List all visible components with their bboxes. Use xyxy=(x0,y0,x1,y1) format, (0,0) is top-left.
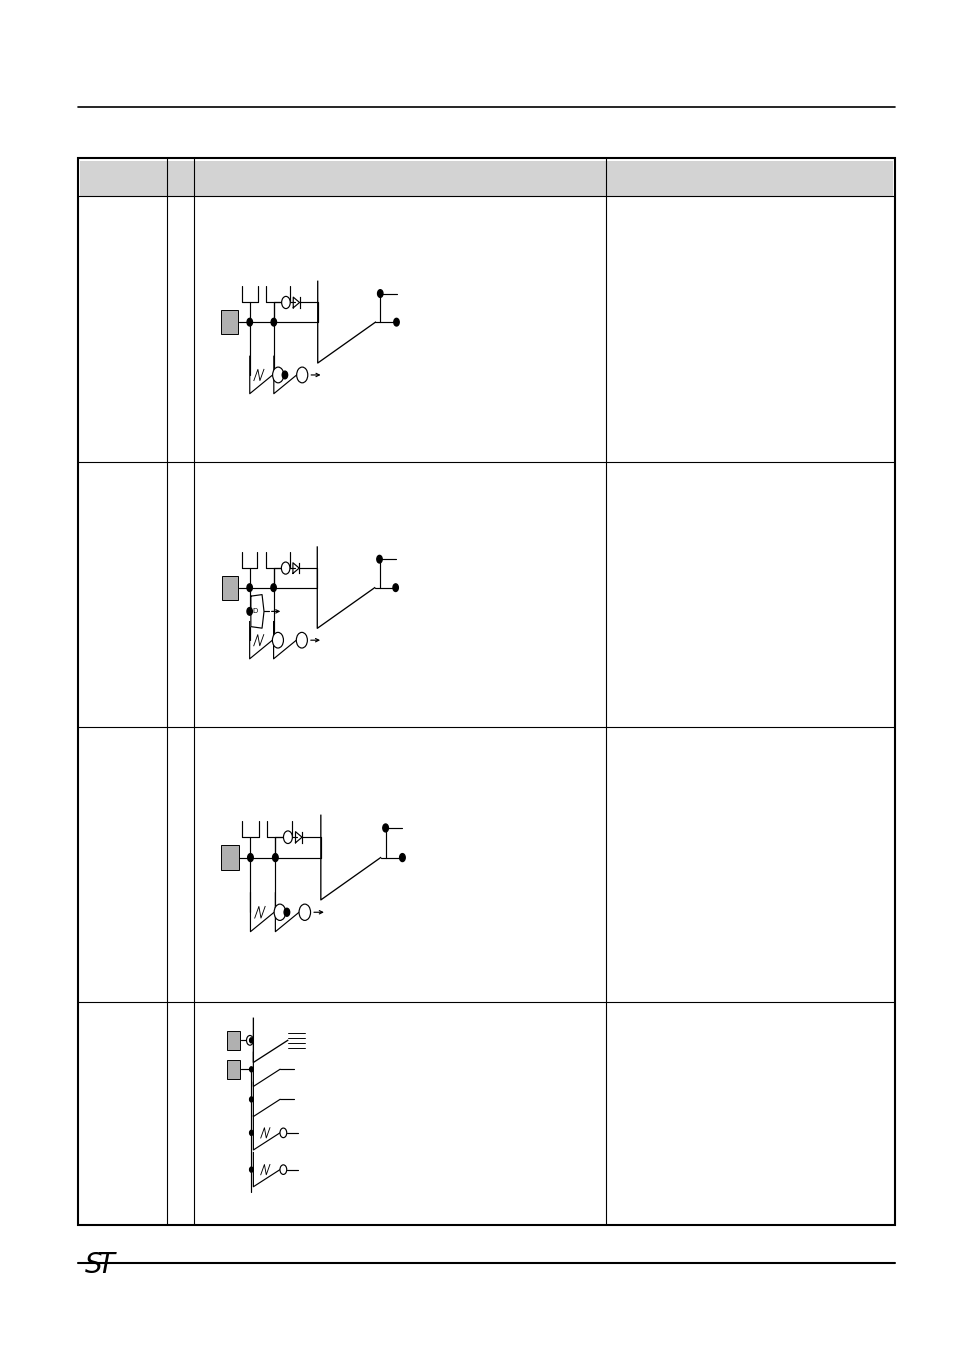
Circle shape xyxy=(273,367,283,382)
Circle shape xyxy=(283,831,292,843)
Circle shape xyxy=(377,289,382,297)
Circle shape xyxy=(247,584,253,592)
Circle shape xyxy=(279,1165,287,1174)
Circle shape xyxy=(250,1131,253,1135)
Circle shape xyxy=(279,1128,287,1138)
Bar xyxy=(221,846,238,870)
Circle shape xyxy=(274,904,285,920)
Circle shape xyxy=(250,1167,253,1173)
Circle shape xyxy=(284,908,290,916)
Circle shape xyxy=(250,1067,253,1071)
Bar xyxy=(80,161,892,196)
Bar xyxy=(227,1061,240,1078)
Circle shape xyxy=(296,367,308,382)
Circle shape xyxy=(250,1038,253,1043)
Circle shape xyxy=(393,584,398,592)
Bar xyxy=(221,311,238,334)
Circle shape xyxy=(247,319,253,326)
Circle shape xyxy=(281,562,290,574)
Circle shape xyxy=(248,854,253,862)
Circle shape xyxy=(382,824,388,832)
Circle shape xyxy=(271,319,276,326)
Circle shape xyxy=(271,584,276,592)
Circle shape xyxy=(281,296,290,308)
Circle shape xyxy=(273,854,278,862)
Circle shape xyxy=(298,904,311,920)
Circle shape xyxy=(250,1097,253,1102)
Bar xyxy=(221,576,238,600)
Circle shape xyxy=(399,854,405,862)
Circle shape xyxy=(246,1035,253,1046)
Bar xyxy=(227,1031,240,1050)
Bar xyxy=(78,158,894,1225)
Text: D: D xyxy=(253,608,258,615)
Circle shape xyxy=(394,319,398,326)
Circle shape xyxy=(247,608,253,615)
Circle shape xyxy=(282,372,288,378)
Circle shape xyxy=(296,632,307,648)
Circle shape xyxy=(273,632,283,648)
Circle shape xyxy=(376,555,382,563)
Text: $\mathbf{\mathit{S\!T}}$: $\mathbf{\mathit{S\!T}}$ xyxy=(84,1252,117,1279)
